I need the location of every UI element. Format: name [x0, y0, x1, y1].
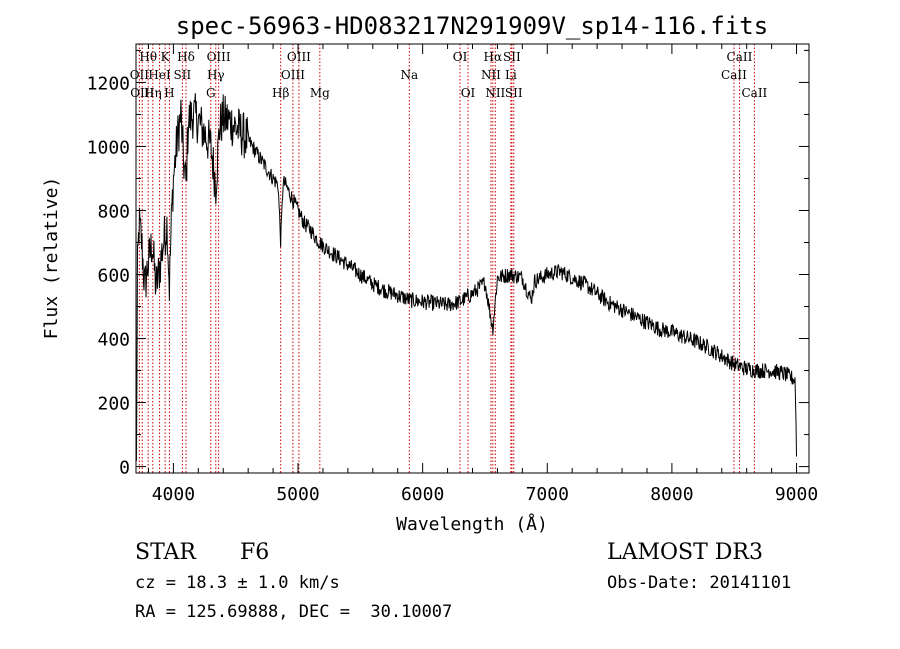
- y-tick-label: 0: [119, 458, 130, 479]
- line-marker-label: SII: [505, 86, 523, 100]
- redshift-text: cz = 18.3 ± 1.0 km/s: [135, 573, 340, 593]
- x-tick-label: 6000: [401, 484, 444, 505]
- y-tick-label: 1000: [87, 137, 130, 158]
- spectrum-chart: OIIOIIIHθHηHeIKHSIIHδGHγOIIIHβOIIIOIIIMg…: [41, 12, 818, 535]
- line-marker-label: OI: [461, 86, 476, 100]
- line-marker-label: Li: [505, 68, 517, 82]
- line-marker-label: OIII: [207, 50, 231, 64]
- y-tick-label: 200: [97, 394, 130, 415]
- subclass: F6: [240, 540, 270, 565]
- line-marker-label: Hγ: [207, 68, 225, 82]
- line-marker-label: NII: [485, 86, 505, 100]
- line-marker-label: Hβ: [272, 86, 289, 100]
- survey-label: LAMOST DR3: [607, 540, 763, 565]
- y-tick-label: 600: [97, 266, 130, 287]
- line-marker-label: OII: [130, 68, 150, 82]
- line-marker-label: SII: [174, 68, 192, 82]
- line-marker-label: OI: [453, 50, 468, 64]
- line-marker-label: Hδ: [177, 50, 195, 64]
- line-marker-label: OIII: [281, 68, 305, 82]
- emission-line-markers: [138, 44, 755, 473]
- x-axis-label: Wavelength (Å): [396, 513, 548, 535]
- coordinates: RA = 125.69888, DEC = 30.10007: [135, 602, 453, 622]
- y-axis-label: Flux (relative): [41, 177, 62, 340]
- x-tick-label: 4000: [152, 484, 195, 505]
- line-marker-label: Mg: [310, 86, 330, 100]
- line-marker-label: H: [164, 86, 174, 100]
- x-tick-label: 5000: [276, 484, 319, 505]
- line-marker-label: CaII: [741, 86, 767, 100]
- line-marker-label: Hα: [484, 50, 503, 64]
- obs-date: Obs-Date: 20141101: [607, 573, 792, 593]
- object-class: STAR: [135, 540, 196, 565]
- line-marker-label: Hη: [144, 86, 162, 100]
- y-tick-label: 1200: [87, 73, 130, 94]
- x-axis-ticks: 4000 5000 6000 7000 8000 9000: [147, 44, 818, 505]
- line-marker-label: NII: [481, 68, 501, 82]
- line-marker-label: K: [161, 50, 171, 64]
- x-tick-label: 8000: [650, 484, 693, 505]
- line-marker-label: HeI: [148, 68, 171, 82]
- plot-frame: [135, 43, 810, 474]
- y-axis-ticks: 0 200 400 600 800 1000 1200: [87, 49, 809, 479]
- y-tick-label: 400: [97, 330, 130, 351]
- line-marker-label: Hθ: [139, 50, 157, 64]
- line-marker-label: SII: [503, 50, 521, 64]
- x-tick-label: 7000: [526, 484, 569, 505]
- line-marker-label: CaII: [721, 68, 747, 82]
- line-marker-label: OIII: [287, 50, 311, 64]
- x-tick-label: 9000: [775, 484, 818, 505]
- chart-title: spec-56963-HD083217N291909V_sp14-116.fit…: [176, 12, 768, 40]
- line-marker-label: Na: [400, 68, 418, 82]
- spectrum-line: [135, 93, 797, 461]
- line-marker-labels: OIIOIIIHθHηHeIKHSIIHδGHγOIIIHβOIIIOIIIMg…: [130, 50, 768, 100]
- y-tick-label: 800: [97, 201, 130, 222]
- line-marker-label: G: [206, 86, 216, 100]
- line-marker-label: CaII: [727, 50, 753, 64]
